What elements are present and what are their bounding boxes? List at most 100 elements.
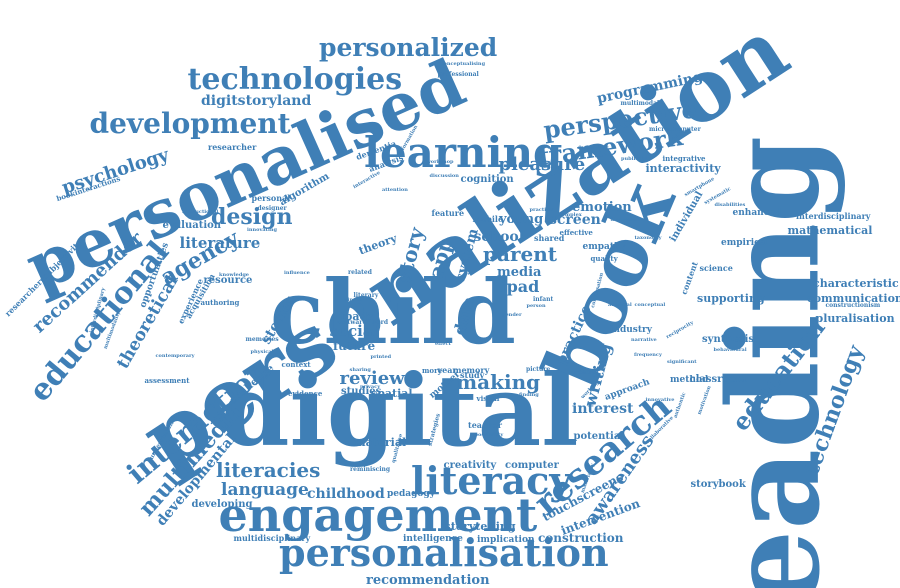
word-literary: literary <box>353 292 379 299</box>
word-teacher: teacher <box>468 420 502 430</box>
word-content: content <box>678 260 700 296</box>
word-learning: learning <box>364 128 563 177</box>
word-pedagogy: pedagogy <box>387 488 435 499</box>
word-disabilities: disabilities <box>714 201 746 208</box>
word-behavioural: behavioural <box>713 346 747 353</box>
word-complex: complex <box>558 211 582 218</box>
word-word: word <box>371 319 389 326</box>
word-storytelling: storytelling <box>444 519 516 533</box>
word-publishing: publishing <box>621 155 651 162</box>
word-person: person <box>526 302 546 309</box>
word-construction: construction <box>538 531 624 545</box>
word-reciprocity: reciprocity <box>665 319 695 340</box>
word-year: year <box>437 365 457 375</box>
word-knowledge: knowledge <box>219 271 249 278</box>
word-industry: industry <box>610 324 652 335</box>
word-instructional: instructional <box>182 208 219 215</box>
word-creative: creative <box>571 369 599 376</box>
word-spatial: spatial <box>371 386 413 400</box>
word-personalisation: personalisation <box>279 530 609 575</box>
word-more: more <box>422 365 443 375</box>
word-child: child <box>270 260 516 364</box>
word-synthesis: synthesis <box>702 334 755 345</box>
word-possibility: possibility <box>474 431 504 438</box>
word-media: media <box>497 264 542 280</box>
word-science: science <box>699 263 733 273</box>
word-childhood: childhood <box>307 486 385 502</box>
word-dimension: dimension <box>610 216 640 223</box>
word-software: software <box>337 319 367 326</box>
word-implication: implication <box>477 534 535 545</box>
word-screen: screen <box>549 212 601 228</box>
word-printed: printed <box>370 353 392 360</box>
word-professional: professional <box>437 71 479 78</box>
word-literature: literature <box>179 233 261 252</box>
word-quality: quality <box>590 253 618 263</box>
word-multimodal: multimodal <box>620 100 660 107</box>
word-communication: communication <box>807 291 900 305</box>
word-resource: resource <box>203 275 253 286</box>
word-characteristic: characteristic <box>813 276 899 290</box>
word-innovating: innovating <box>247 226 277 233</box>
word-finding: finding <box>519 391 539 398</box>
word-shared: shared <box>534 233 565 243</box>
word-workshop: workshop <box>426 158 454 165</box>
word-multidisciplinary: multidisciplinary <box>233 533 311 543</box>
word-interactivity: interactivity <box>645 161 721 175</box>
word-narrative: narrative <box>631 336 657 343</box>
word-researcher: researcher <box>208 142 257 152</box>
word-review: review <box>339 368 405 389</box>
word-picture: picture <box>526 366 551 373</box>
word-constructionism: constructionism <box>825 302 881 309</box>
word-evidence: evidence <box>288 388 323 398</box>
word-related: related <box>348 269 372 276</box>
word-digital: digital <box>221 354 579 469</box>
word-making: making <box>456 370 541 394</box>
word-computer: computer <box>505 460 559 471</box>
word-effective: effective <box>559 227 593 237</box>
word-authentic: authentic <box>672 391 687 419</box>
word-school: school <box>473 229 525 245</box>
word-attention: attention <box>382 186 408 193</box>
word-parent: parent <box>483 242 557 266</box>
word-classroom: classroom <box>689 374 747 385</box>
word-studies: studies <box>341 386 382 397</box>
word-recommendation: recommendation <box>366 572 490 588</box>
word-interdisciplinary: interdisciplinary <box>796 211 871 221</box>
word-conceptualising: conceptualising <box>440 60 486 67</box>
word-personalized: personalized <box>319 32 498 62</box>
word-artificial: artificial <box>608 301 632 308</box>
word-mathematical: mathematical <box>787 223 873 237</box>
word-effect: effect <box>435 340 451 347</box>
word-integrative: integrative <box>662 153 706 163</box>
word-young: young <box>499 211 544 227</box>
word-conceptual: conceptual <box>634 301 666 308</box>
word-designer: designer <box>257 205 287 212</box>
word-ipad: ipad <box>500 277 540 296</box>
word-context: context <box>281 359 311 369</box>
word-potential: potential <box>573 431 625 442</box>
word-feature: feature <box>431 208 465 218</box>
word-ipads: ipads <box>340 309 374 323</box>
word-pleasure: pleasure <box>498 154 586 175</box>
word-literacies: literacies <box>216 458 321 482</box>
word-pluralisation: pluralisation <box>815 311 895 325</box>
word-study: study <box>460 370 485 380</box>
word-interest: interest <box>572 401 634 417</box>
word-empathy: empathy <box>582 241 626 252</box>
word-evaluation: evaluation <box>162 220 222 231</box>
word-material: material <box>354 435 407 449</box>
word-influence: influence <box>284 269 310 276</box>
word-visual: visual <box>476 393 500 403</box>
word-infant: infant <box>533 296 554 303</box>
word-development: development <box>89 107 291 140</box>
word-gender: gender <box>502 311 522 318</box>
word-engagement: engagement <box>218 488 538 542</box>
word-significant: significant <box>667 358 697 365</box>
word-technologies: technologies <box>187 62 403 97</box>
word-personal: personal <box>251 193 291 203</box>
word-sharing: sharing <box>349 366 371 373</box>
word-cognition: cognition <box>460 174 514 185</box>
word-language: language <box>221 479 309 500</box>
